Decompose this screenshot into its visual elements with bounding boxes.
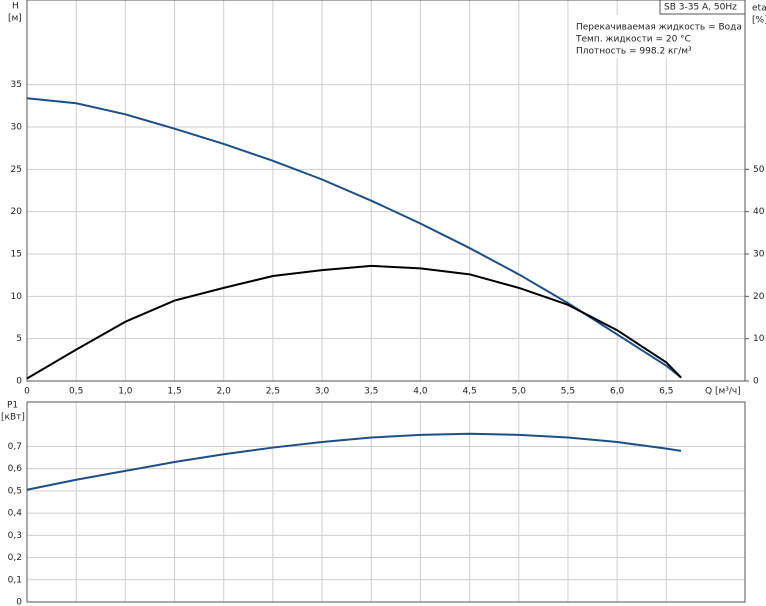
- info-title: SB 3-35 A, 50Hz: [664, 3, 737, 13]
- y-tick-label: 35: [11, 80, 22, 90]
- y-label: P1: [7, 401, 18, 411]
- x-label: Q [м³/ч]: [705, 387, 741, 397]
- y-tick-label: 10: [11, 292, 23, 302]
- y-tick-label: 15: [11, 250, 22, 260]
- y-tick-label: 0,3: [8, 531, 22, 541]
- y2-tick-label: 50: [753, 165, 765, 175]
- y2-unit: [%]: [752, 16, 766, 26]
- curve: [26, 264, 682, 380]
- labels: H [м] eta [%] Q [м³/ч] P1 [кВт] SB 3-35 …: [1, 0, 766, 423]
- y2-tick-label: 20: [753, 292, 765, 302]
- x-tick-label: 1,5: [167, 387, 181, 397]
- x-tick-label: 6,0: [610, 387, 625, 397]
- plot-frame: [26, 0, 746, 382]
- y-unit: [кВт]: [1, 413, 25, 423]
- y-tick-label: 0,7: [8, 442, 22, 452]
- y-tick-label: 30: [11, 123, 23, 133]
- y2-tick-label: 10: [753, 334, 765, 344]
- x-tick-label: 5,0: [512, 387, 527, 397]
- x-tick-label: 6,5: [659, 387, 673, 397]
- y2-tick-label: 40: [753, 207, 765, 217]
- y-unit: [м]: [8, 14, 22, 24]
- pump-curve-plot: 0 0,5 1,0 1,5 2,0 2,5 3,0 3,5 4,0 4,5 5,0 5,5 6,0 6,5…: [11, 0, 765, 397]
- y-tick-label: 0: [16, 598, 22, 606]
- x-tick-label: 2,5: [266, 387, 280, 397]
- y2-tick-label: 0: [753, 377, 759, 387]
- curve: [26, 432, 682, 491]
- x-tick-label: 3,5: [364, 387, 378, 397]
- power-plot: 0 0,1 0,2 0,3 0,4 0,5 0,6 0,7: [8, 401, 746, 606]
- x-tick-label: 1,0: [118, 387, 133, 397]
- y-tick-label: 5: [16, 334, 22, 344]
- y-tick-label: 0,6: [8, 464, 23, 474]
- y-tick-label: 20: [11, 207, 23, 217]
- y-tick-label: 0,2: [8, 553, 22, 563]
- plot-frame: [26, 401, 746, 603]
- x-tick-label: 0,5: [69, 387, 83, 397]
- x-tick-label: 4,5: [462, 387, 476, 397]
- x-tick-label: 4,0: [413, 387, 428, 397]
- y-tick-label: 0: [16, 377, 22, 387]
- info-title-box: [659, 0, 746, 15]
- x-tick-label: 2,0: [217, 387, 232, 397]
- y-tick-label: 0,1: [8, 575, 22, 585]
- info-line: Плотность = 998.2 кг/м³: [576, 47, 692, 57]
- y2-tick-label: 30: [753, 250, 765, 260]
- info-background: [572, 15, 744, 58]
- curve: [26, 97, 682, 379]
- y-tick-label: 25: [11, 165, 22, 175]
- y-tick-label: 0,4: [8, 509, 23, 519]
- x-tick-label: 5,5: [561, 387, 575, 397]
- y-label: H: [12, 2, 19, 12]
- info-line: Перекачиваемая жидкость = Вода: [576, 23, 742, 33]
- info-line: Темп. жидкости = 20 °C: [575, 35, 691, 45]
- x-tick-label: 3,0: [315, 387, 330, 397]
- y-tick-label: 0,5: [8, 486, 22, 496]
- y2-label: eta: [752, 4, 766, 14]
- x-tick-label: 0: [24, 387, 30, 397]
